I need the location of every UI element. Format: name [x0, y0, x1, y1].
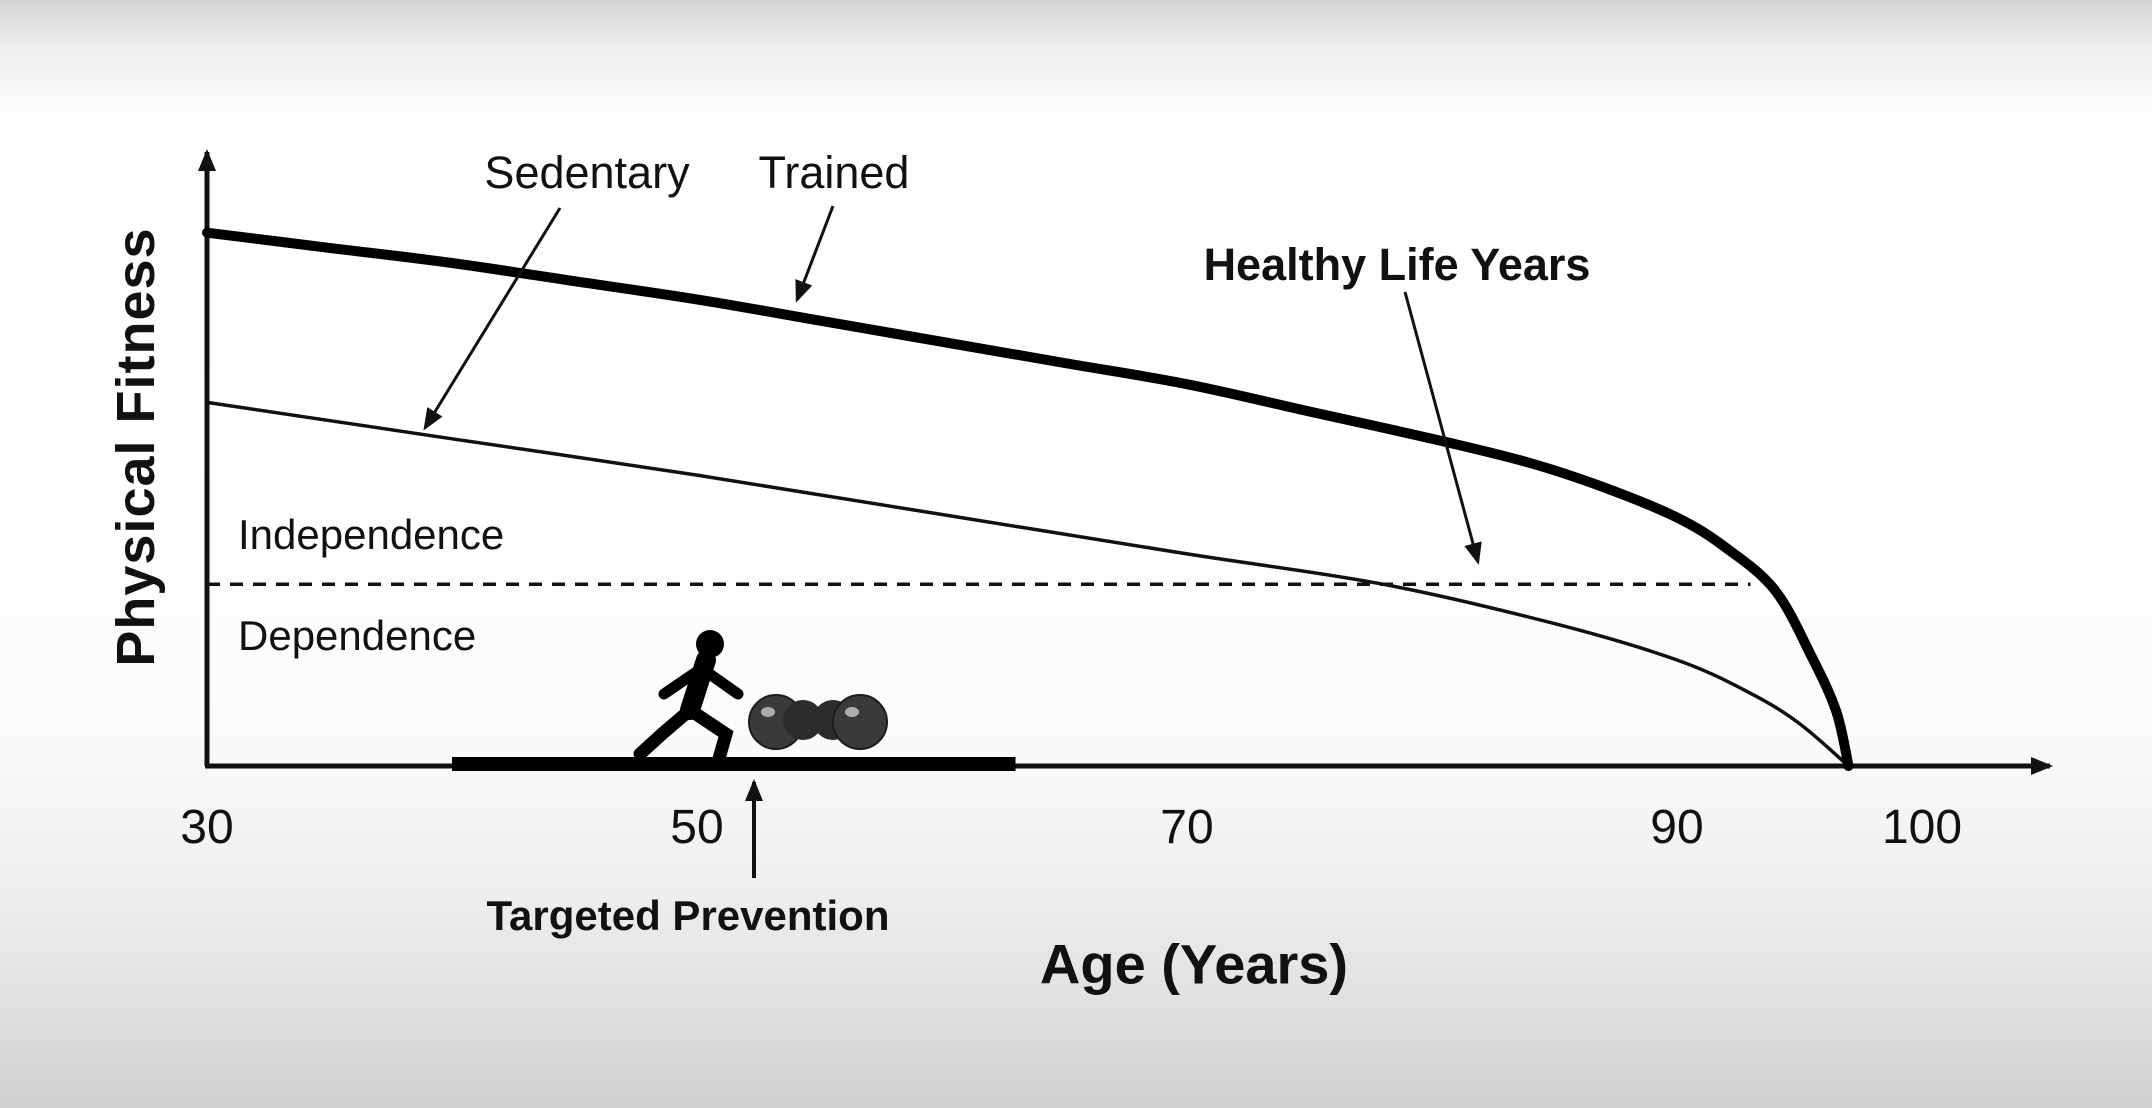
- trained-curve-label: Trained: [758, 147, 910, 198]
- sedentary-curve-label: Sedentary: [484, 147, 690, 198]
- healthy-life-years-label: Healthy Life Years: [1203, 239, 1591, 290]
- runner-icon: [633, 630, 744, 769]
- independence-label: Independence: [238, 511, 505, 558]
- x-tick-label: 50: [670, 801, 724, 854]
- healthy-life-years-arrow: [1403, 291, 1482, 565]
- dumbbell-icon: [748, 694, 888, 750]
- y-axis-title: Physical Fitness: [106, 227, 166, 667]
- dependence-label: Dependence: [238, 612, 477, 659]
- sedentary-curve: [205, 400, 1851, 768]
- targeted-prevention-label: Targeted Prevention: [486, 892, 890, 939]
- x-tick-label: 100: [1881, 801, 1963, 854]
- trained-arrow: [795, 205, 835, 303]
- sedentary-arrow: [423, 207, 562, 431]
- x-tick-label: 90: [1650, 801, 1704, 854]
- trained-curve: [202, 227, 1854, 771]
- x-axis-title: Age (Years): [1039, 932, 1349, 996]
- x-tick-label: 30: [180, 801, 234, 854]
- x-tick-label: 70: [1160, 801, 1214, 854]
